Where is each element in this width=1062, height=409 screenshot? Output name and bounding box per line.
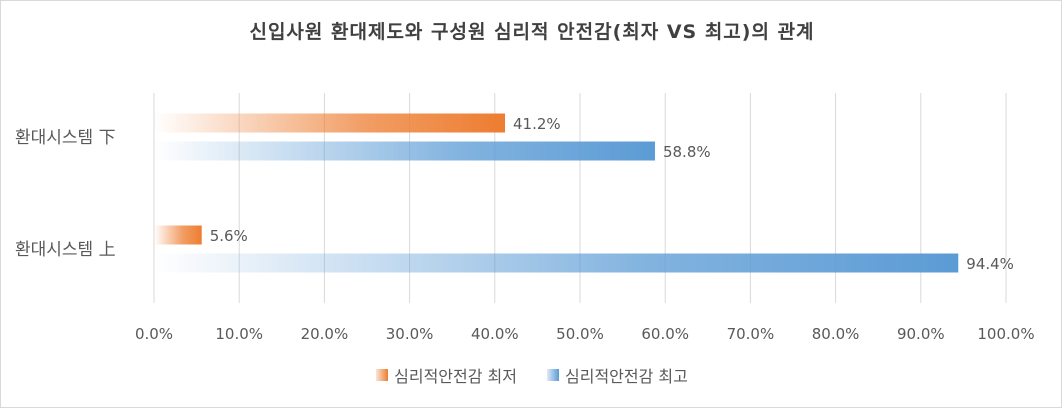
legend-label-low: 심리적안전감 최저 — [394, 367, 517, 386]
x-tick-label: 90.0% — [897, 325, 945, 343]
x-tick-label: 20.0% — [301, 325, 349, 343]
x-tick-label: 70.0% — [727, 325, 775, 343]
x-tick-label: 50.0% — [556, 325, 604, 343]
data-label: 5.6% — [210, 227, 248, 245]
bar[interactable] — [154, 225, 202, 245]
data-label: 41.2% — [513, 115, 561, 133]
x-tick-label: 60.0% — [641, 325, 689, 343]
legend-swatch-low — [376, 369, 389, 381]
legend-label-high: 심리적안전감 최고 — [565, 367, 688, 386]
legend-swatch-high — [547, 369, 559, 381]
bar[interactable] — [154, 253, 959, 273]
data-label: 94.4% — [966, 255, 1014, 273]
chart-legend: 심리적안전감 최저 심리적안전감 최고 — [1, 363, 1062, 387]
x-tick-label: 0.0% — [135, 325, 173, 343]
bar[interactable] — [154, 141, 655, 161]
x-tick-label: 10.0% — [215, 325, 263, 343]
bar[interactable] — [154, 113, 506, 133]
category-label: 환대시스템 下 — [15, 128, 116, 148]
chart-title: 신입사원 환대제도와 구성원 심리적 안전감(최자 VS 최고)의 관계 — [249, 21, 815, 43]
legend-item-low[interactable]: 심리적안전감 최저 — [376, 363, 517, 387]
x-tick-label: 30.0% — [386, 325, 434, 343]
x-tick-label: 100.0% — [977, 325, 1034, 343]
x-tick-label: 80.0% — [812, 325, 860, 343]
data-label: 58.8% — [663, 143, 711, 161]
x-tick-label: 40.0% — [471, 325, 519, 343]
category-label: 환대시스템 上 — [15, 240, 116, 260]
legend-item-high[interactable]: 심리적안전감 최고 — [547, 363, 688, 387]
